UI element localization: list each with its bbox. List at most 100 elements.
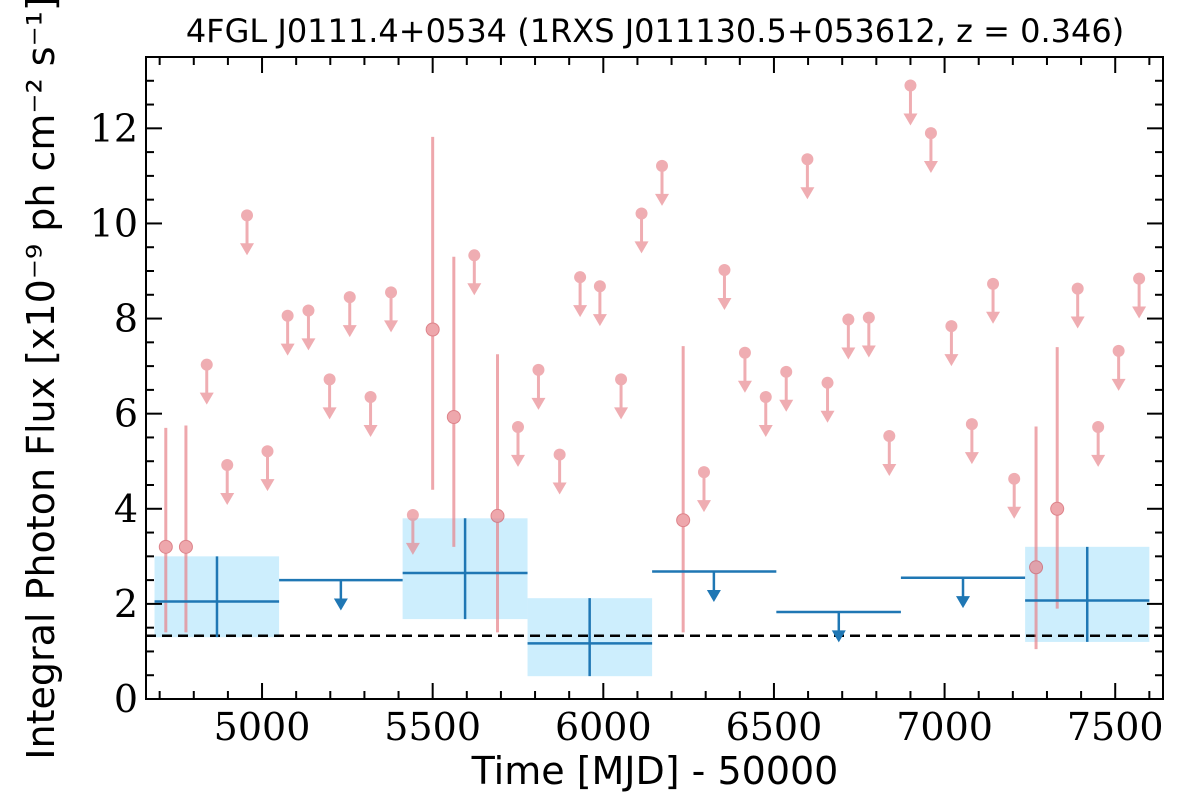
short-ul-point-32	[945, 320, 958, 333]
short-ul-point-34	[987, 277, 1000, 290]
short-det-point-0	[158, 539, 173, 554]
short-ul-arrow-23	[758, 424, 773, 437]
short-ul-arrow-15	[573, 305, 588, 318]
short-ul-point-8	[364, 391, 377, 404]
short-ul-arrow-27	[841, 347, 856, 360]
short-det-point-1	[178, 539, 193, 554]
short-ul-arrow-10	[405, 542, 420, 555]
short-ul-arrow-20	[696, 500, 711, 513]
short-det-point-2	[425, 322, 440, 337]
y-tick-label-4: 4	[114, 487, 138, 531]
short-ul-point-20	[697, 466, 710, 479]
short-ul-point-5	[302, 304, 315, 317]
short-ul-point-2	[241, 209, 254, 222]
short-ul-arrow-3	[260, 479, 275, 492]
short-ul-point-6	[323, 373, 336, 386]
chart-title: 4FGL J0111.4+0534 (1RXS J011130.5+053612…	[186, 12, 1124, 50]
long-ul-arrow-3	[956, 596, 971, 609]
short-ul-point-4	[281, 309, 294, 322]
x-tick-label-7500: 7500	[1067, 705, 1164, 749]
short-ul-point-21	[718, 264, 731, 277]
short-det-point-7	[1050, 501, 1065, 516]
short-ul-point-11	[468, 249, 481, 262]
short-ul-arrow-25	[800, 187, 815, 200]
short-ul-point-36	[1071, 282, 1084, 295]
short-bin-upper-limits	[199, 79, 1147, 555]
short-ul-point-39	[1133, 272, 1146, 285]
short-ul-arrow-38	[1111, 378, 1126, 391]
short-ul-arrow-11	[467, 283, 482, 296]
x-tick-label-5000: 5000	[214, 705, 311, 749]
long-ul-arrow-2	[831, 630, 846, 643]
short-ul-point-19	[656, 159, 669, 172]
y-axis-label: Integral Photon Flux [x10⁻⁹ ph cm⁻² s⁻¹]	[19, 0, 63, 760]
y-tick-label-10: 10	[90, 201, 138, 245]
y-tick-label-8: 8	[114, 297, 138, 341]
x-tick-label-6000: 6000	[555, 705, 652, 749]
short-ul-point-12	[511, 420, 524, 433]
short-ul-point-9	[385, 286, 398, 299]
short-ul-point-35	[1008, 472, 1021, 485]
short-ul-arrow-1	[220, 492, 235, 505]
short-ul-point-16	[593, 280, 606, 293]
short-ul-arrow-5	[301, 338, 316, 351]
short-ul-arrow-37	[1091, 454, 1106, 467]
short-ul-arrow-39	[1132, 306, 1147, 319]
short-det-point-3	[446, 409, 461, 424]
short-det-point-6	[1029, 560, 1044, 575]
short-ul-point-27	[842, 313, 855, 326]
short-ul-arrow-6	[322, 407, 337, 420]
plot-frame	[145, 56, 1164, 700]
short-ul-arrow-9	[384, 320, 399, 333]
short-ul-arrow-21	[717, 297, 732, 310]
short-ul-arrow-2	[240, 243, 255, 256]
short-ul-arrow-14	[552, 482, 567, 495]
short-ul-point-33	[965, 418, 978, 431]
short-ul-arrow-7	[342, 325, 357, 338]
short-ul-arrow-18	[634, 241, 649, 254]
short-ul-point-23	[759, 391, 772, 404]
x-axis-label: Time [MJD] - 50000	[471, 749, 839, 793]
short-ul-arrow-33	[964, 452, 979, 465]
short-ul-point-29	[883, 430, 896, 443]
short-ul-point-15	[574, 271, 587, 284]
x-tick-label-6500: 6500	[726, 705, 823, 749]
short-ul-point-26	[821, 376, 834, 389]
y-tick-label-6: 6	[114, 392, 138, 436]
short-ul-point-13	[532, 363, 545, 376]
short-ul-point-38	[1112, 344, 1125, 357]
short-ul-point-24	[780, 365, 793, 378]
short-ul-point-37	[1092, 420, 1105, 433]
short-ul-point-10	[406, 508, 419, 521]
short-ul-arrow-16	[592, 314, 607, 327]
short-ul-point-25	[801, 153, 814, 166]
short-det-point-4	[490, 508, 505, 523]
short-ul-arrow-19	[655, 193, 670, 206]
short-ul-arrow-13	[531, 397, 546, 410]
short-ul-point-30	[904, 79, 917, 92]
short-ul-point-17	[615, 373, 628, 386]
short-ul-point-1	[221, 459, 234, 472]
short-bin-detections	[158, 136, 1065, 650]
short-ul-arrow-28	[861, 345, 876, 358]
short-ul-arrow-36	[1070, 316, 1085, 329]
y-tick-label-12: 12	[90, 106, 138, 150]
short-ul-arrow-29	[882, 463, 897, 476]
short-ul-point-3	[261, 445, 274, 458]
short-ul-arrow-22	[737, 380, 752, 393]
short-ul-arrow-31	[923, 161, 938, 174]
x-tick-label-5500: 5500	[384, 705, 481, 749]
short-ul-point-28	[862, 311, 875, 324]
short-ul-arrow-24	[779, 399, 794, 412]
short-ul-arrow-35	[1007, 506, 1022, 519]
short-ul-point-7	[343, 291, 356, 304]
short-ul-point-0	[200, 358, 213, 371]
short-ul-arrow-17	[614, 407, 629, 420]
long-ul-arrow-0	[333, 598, 348, 611]
short-ul-arrow-32	[944, 354, 959, 367]
short-ul-arrow-0	[199, 392, 214, 405]
long-ul-arrow-1	[706, 589, 721, 602]
y-tick-label-2: 2	[114, 582, 138, 626]
x-tick-label-7000: 7000	[896, 705, 993, 749]
